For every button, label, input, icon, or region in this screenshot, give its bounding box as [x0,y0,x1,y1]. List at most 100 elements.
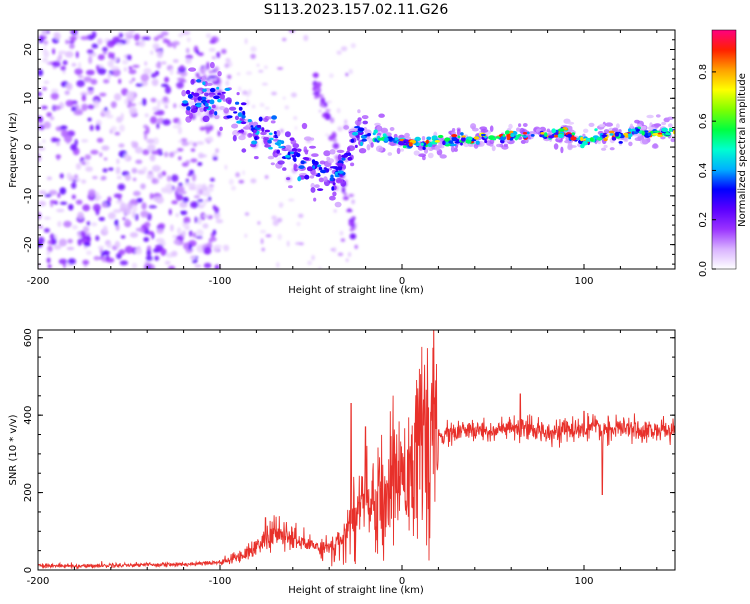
ridge-halo [396,147,401,155]
noise-speck [162,119,171,126]
noise-speck [166,175,172,182]
noise-speck [38,236,45,244]
noise-speck [242,90,248,95]
noise-speck [92,175,98,180]
noise-speck [329,73,334,79]
ridge-halo [616,123,620,129]
noise-speck [146,249,152,257]
ridge-halo [238,135,246,141]
ridge-halo [319,160,326,165]
noise-speck [88,56,93,65]
noise-speck [206,128,210,135]
noise-speck [51,238,57,246]
ridge-core [457,135,461,139]
ridge-core [201,96,207,101]
noise-speck [169,68,174,75]
ridge-core [580,136,584,142]
noise-speck [172,235,177,239]
ridge-core [672,130,675,135]
ridge-halo [438,141,443,149]
noise-speck [76,79,85,88]
ridge-core [331,186,335,191]
ridge-core [484,139,488,144]
noise-speck [179,79,187,83]
noise-speck [151,178,159,185]
noise-speck [44,193,52,198]
noise-speck [86,221,91,226]
noise-speck [57,192,61,198]
noise-speck [38,142,42,147]
ridge-halo [489,139,495,145]
spectrogram-ylabel: Frequency (Hz) [8,112,19,188]
noise-speck [122,217,126,221]
noise-speck [92,203,101,212]
noise-speck [311,255,315,261]
noise-speck [271,141,276,145]
noise-speck [157,99,161,108]
noise-speck [128,69,137,75]
noise-speck [157,172,163,179]
ridge-core [341,157,346,161]
ridge-core [274,142,280,146]
ridge-core [321,169,327,174]
ridge-core [426,136,432,141]
ridge-core [548,135,555,139]
ridge-core [191,91,195,95]
noise-speck [46,250,51,256]
ridge-halo [219,93,225,100]
noise-speck [214,66,220,73]
noise-speck [347,252,352,257]
spectrogram-x-ticks: -200 -100 0 100 [27,30,658,287]
noise-speck [116,43,123,47]
noise-speck [197,199,204,203]
ridge-halo [335,177,342,184]
noise-speck [195,235,203,239]
noise-speck [173,239,180,245]
noise-speck [160,61,167,65]
noise-speck [77,211,84,220]
ridge-core [633,131,638,135]
noise-speck [187,173,192,177]
ridge-core [238,106,243,111]
noise-speck [64,90,70,96]
noise-speck [59,187,67,195]
noise-speck [81,94,87,102]
noise-speck [87,104,95,110]
ridge-core [209,87,216,93]
noise-speck [143,132,148,141]
noise-speck [225,57,231,63]
noise-speck [95,124,101,131]
noise-speck [293,116,298,120]
snr-series-line [38,330,675,570]
noise-speck [154,255,160,261]
y-tick-label: 0 [23,567,34,573]
noise-speck [106,40,115,48]
ridge-halo [634,119,640,124]
ridge-core [354,144,358,148]
noise-speck [277,67,284,70]
ridge-core [291,148,298,152]
noise-speck [208,47,216,52]
noise-speck [177,227,182,235]
noise-speck [164,76,170,83]
noise-speck [114,131,121,136]
noise-speck [156,34,164,39]
ridge-core [196,79,202,83]
noise-speck [106,242,112,249]
ridge-core [661,127,668,133]
noise-speck [186,37,191,43]
ridge-core [530,134,535,137]
ridge-core [256,124,262,128]
noise-speck [41,48,47,52]
colorbar-tick-label: 0.8 [698,64,709,80]
noise-speck [68,204,74,211]
streak-speck [350,227,355,232]
noise-speck [73,174,79,180]
noise-speck [64,51,74,58]
noise-speck [124,245,134,254]
ridge-halo [263,136,270,140]
noise-speck [53,244,62,250]
noise-speck [52,48,56,55]
ridge-halo [189,112,193,119]
noise-speck [91,43,99,49]
